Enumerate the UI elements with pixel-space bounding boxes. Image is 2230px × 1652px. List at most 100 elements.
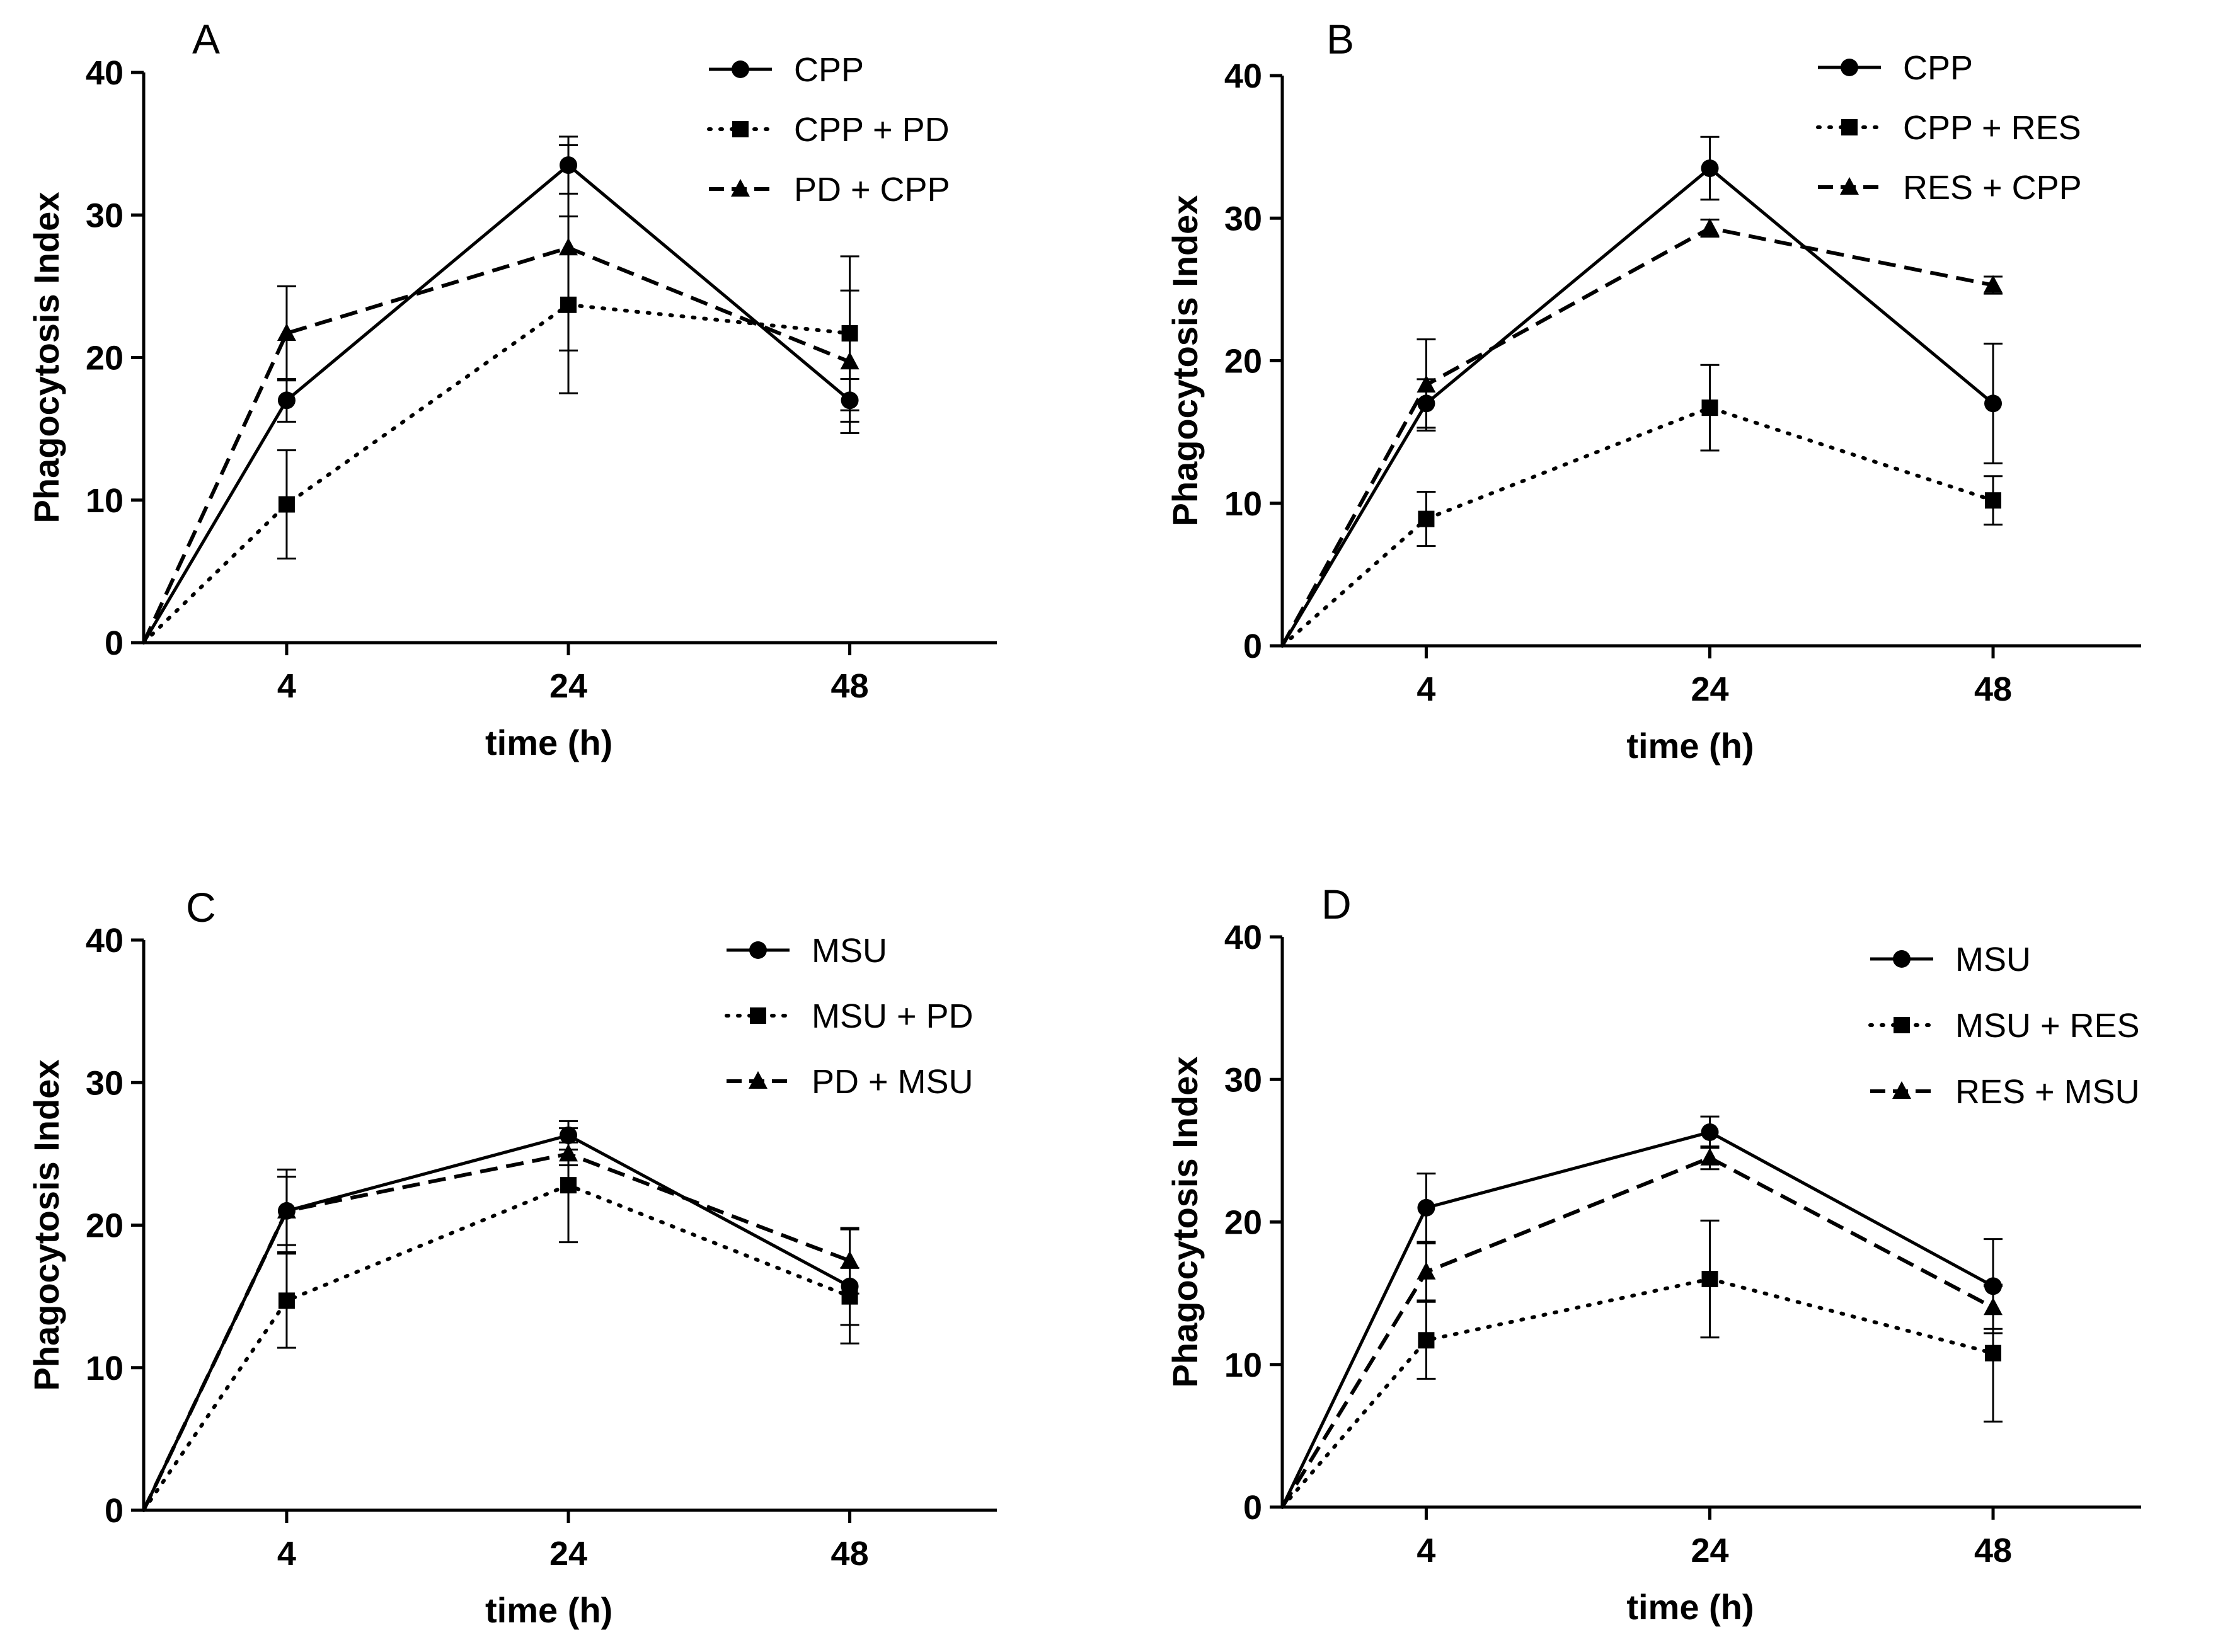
legend-label: MSU [1955, 941, 2031, 978]
data-point [1700, 218, 1720, 236]
legend-label: PD + MSU [812, 1063, 974, 1101]
data-point [1701, 399, 1718, 416]
x-tick-label: 48 [1974, 1532, 2012, 1569]
legend-item: PD + MSU [727, 1063, 974, 1101]
legend-label: RES + CPP [1903, 169, 2082, 207]
data-point [1700, 1147, 1720, 1166]
legend-item: MSU + PD [725, 997, 974, 1035]
y-tick-label: 0 [105, 624, 124, 662]
x-tick-label: 48 [831, 1535, 869, 1573]
y-tick-label: 20 [86, 1207, 124, 1245]
x-axis-title: time (h) [485, 723, 612, 762]
legend-marker [1841, 119, 1858, 135]
data-point [278, 1292, 295, 1309]
series-triangle [142, 1141, 859, 1511]
data-point [559, 238, 578, 256]
series-triangle [142, 144, 859, 644]
y-tick-label: 10 [86, 1350, 124, 1387]
data-point [1417, 1261, 1436, 1280]
data-point [559, 1144, 578, 1162]
y-tick-label: 0 [1243, 628, 1262, 665]
series-line [142, 246, 851, 644]
y-axis-title: Phagocytosis Index [26, 1060, 66, 1391]
legend-marker [749, 1071, 767, 1089]
legend-label: MSU + RES [1955, 1007, 2140, 1045]
y-tick-label: 20 [86, 340, 124, 377]
chart-panel-a: 0 10 20 30 40 4 24 48 time (h) Phagocytosis Index… [26, 16, 997, 762]
series-line [142, 1183, 852, 1512]
x-axis-title: time (h) [1626, 726, 1754, 766]
data-point [1418, 510, 1435, 527]
legend-marker [1841, 59, 1858, 76]
y-tick-label: 30 [86, 1064, 124, 1102]
data-point [1984, 394, 2003, 413]
series-triangle [1280, 218, 2003, 647]
x-tick-label: 4 [1417, 670, 1435, 708]
y-tick-label: 30 [1224, 1061, 1262, 1099]
y-tick-label: 0 [1243, 1489, 1262, 1527]
y-tick-label: 30 [86, 197, 124, 234]
data-point [560, 1177, 577, 1194]
series-line [1280, 1156, 1994, 1508]
data-point [840, 1251, 859, 1269]
series-line [1280, 226, 1994, 647]
chart-panel-b: 0 10 20 30 40 4 24 48 time (h) Phagocytosis Index… [1165, 16, 2141, 766]
x-tick-label: 4 [277, 667, 296, 705]
y-tick-label: 40 [1224, 919, 1262, 956]
y-tick-label: 20 [1224, 343, 1262, 381]
series-circle [1280, 1115, 2003, 1508]
legend-marker [1894, 1017, 1910, 1033]
y-tick-label: 40 [86, 922, 124, 960]
y-tick-label: 20 [1224, 1204, 1262, 1242]
y-axis-title: Phagocytosis Index [1165, 1057, 1205, 1388]
data-point [1701, 1271, 1718, 1287]
y-tick-label: 30 [1224, 200, 1262, 238]
legend-item: MSU + RES [1868, 1007, 2140, 1045]
legend-marker [1840, 177, 1859, 195]
legend-marker [1892, 1081, 1911, 1099]
y-tick-label: 40 [1224, 57, 1262, 95]
series-line [1280, 166, 1994, 647]
series-circle [1280, 135, 2003, 647]
legend-item: PD + CPP [709, 171, 950, 209]
x-tick-label: 24 [549, 667, 587, 705]
legend-label: CPP + RES [1903, 109, 2081, 147]
legend-item: MSU [727, 932, 887, 970]
series-triangle [1280, 1145, 2003, 1508]
legend-item: MSU [1870, 941, 2031, 978]
data-point [1985, 492, 2002, 509]
legend-label: RES + MSU [1955, 1073, 2140, 1111]
x-tick-label: 48 [1974, 670, 2012, 708]
legend-item: RES + CPP [1818, 169, 2082, 207]
legend-label: CPP [1903, 49, 1973, 87]
legend-item: CPP [1818, 49, 1973, 87]
data-point [277, 391, 296, 410]
x-tick-label: 4 [277, 1535, 296, 1573]
legend-marker [749, 941, 767, 959]
panel-letter: C [186, 884, 216, 931]
legend-marker [731, 179, 750, 197]
x-axis-title: time (h) [1626, 1587, 1754, 1627]
series-line [142, 163, 851, 644]
y-tick-label: 10 [86, 482, 124, 520]
legend-marker [1893, 950, 1911, 968]
data-point [1418, 1332, 1435, 1349]
data-point [1984, 1297, 2003, 1316]
y-axis-title: Phagocytosis Index [26, 192, 66, 524]
series-square [1280, 1219, 2003, 1509]
legend-marker [750, 1007, 766, 1024]
x-tick-label: 4 [1417, 1532, 1435, 1569]
legend-label: MSU [812, 932, 887, 970]
y-axis-title: Phagocytosis Index [1165, 195, 1205, 527]
x-tick-label: 24 [1691, 670, 1728, 708]
series-line [1280, 1130, 1994, 1508]
legend-label: PD + CPP [794, 171, 950, 209]
data-point [278, 496, 295, 513]
x-tick-label: 24 [549, 1535, 587, 1573]
panel-letter: D [1321, 881, 1352, 927]
data-point [1985, 1345, 2002, 1362]
chart-panel-c: 0 10 20 30 40 4 24 48 time (h) Phagocytosis Index… [26, 884, 997, 1630]
legend-item: CPP + RES [1816, 109, 2081, 147]
